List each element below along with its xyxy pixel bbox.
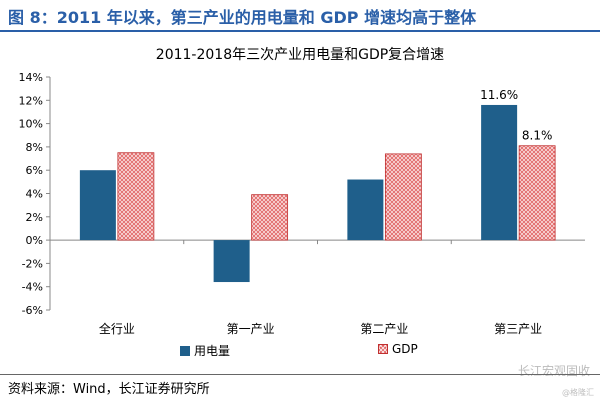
chart-bars <box>79 104 556 283</box>
y-tick-label: 0% <box>26 234 43 247</box>
legend-label-gdp: GDP <box>392 342 418 356</box>
y-tick-label: -2% <box>22 257 43 270</box>
legend-label-electricity: 用电量 <box>194 344 231 358</box>
data-label: 11.6% <box>480 88 518 102</box>
bar-gdp-1 <box>251 194 289 241</box>
source-note: 资料来源：Wind，长江证券研究所 <box>8 382 210 397</box>
legend-swatch-gdp <box>378 344 388 354</box>
y-tick-label: 12% <box>19 94 43 107</box>
legend-swatch-electricity <box>180 345 190 356</box>
legend-item-gdp: GDP <box>378 342 418 356</box>
x-category-label: 全行业 <box>99 321 135 336</box>
bar-gdp-2 <box>384 153 422 241</box>
data-label: 8.1% <box>522 129 553 143</box>
x-category-label: 第一产业 <box>227 322 275 336</box>
y-tick-label: 6% <box>26 164 43 177</box>
chart-title: 2011-2018年三次产业用电量和GDP复合增速 <box>155 47 445 63</box>
bar-electricity-3 <box>481 104 518 241</box>
figure-title: 图 8：2011 年以来，第三产业的用电量和 GDP 增速均高于整体 <box>8 8 477 27</box>
bottom-divider <box>0 374 600 375</box>
chart-labels: 全行业 第一产业 第二产业 第三产业 11.6% 8.1% <box>99 88 553 336</box>
bar-electricity-2 <box>347 179 384 241</box>
x-category-label: 第三产业 <box>494 322 542 336</box>
title-divider <box>0 30 600 32</box>
y-tick-label: -4% <box>22 281 43 294</box>
x-category-label: 第二产业 <box>360 322 408 336</box>
y-tick-label: 4% <box>26 188 43 201</box>
y-tick-label: 8% <box>26 141 43 154</box>
chart-legend: 用电量 GDP <box>180 342 600 360</box>
bar-electricity-0 <box>79 170 116 241</box>
y-tick-label: 14% <box>19 71 43 84</box>
watermark: 长江宏观固收 <box>517 364 590 378</box>
corner-watermark: @格隆汇 <box>562 388 594 397</box>
bar-gdp-0 <box>117 152 155 241</box>
legend-item-electricity: 用电量 <box>180 342 230 359</box>
bar-electricity-1 <box>213 240 250 283</box>
y-tick-label: -6% <box>22 304 43 317</box>
y-tick-label: 2% <box>26 211 43 224</box>
y-tick-label: 10% <box>19 118 43 131</box>
bar-gdp-3 <box>518 145 556 241</box>
